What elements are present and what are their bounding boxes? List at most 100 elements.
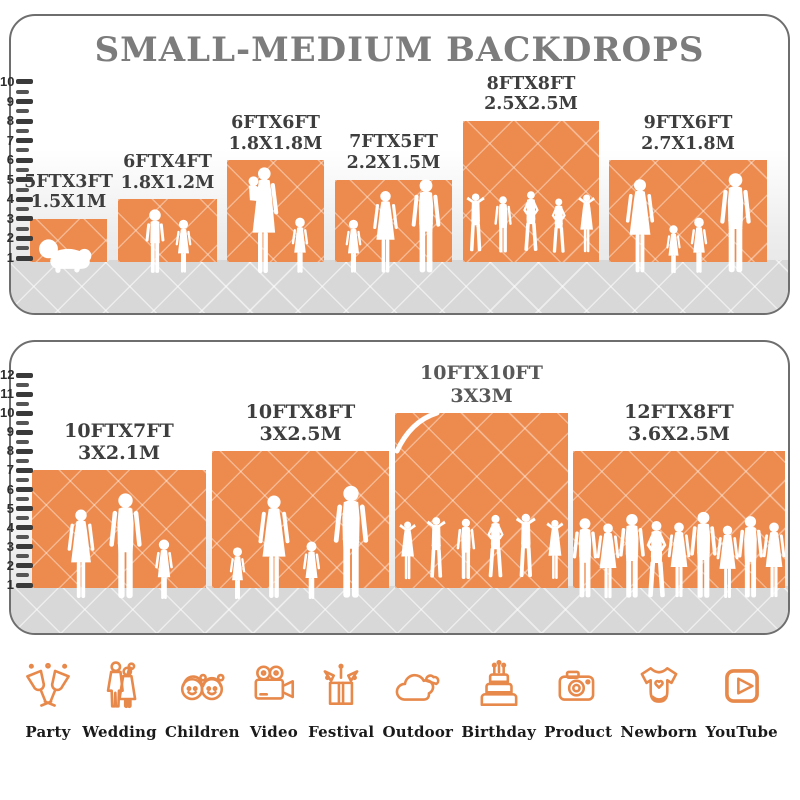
man-silhouette <box>103 492 148 600</box>
size-ft-label: 7FTX5FT <box>349 132 438 153</box>
category-label: Video <box>249 723 298 741</box>
silhouette-group <box>463 168 599 274</box>
category-label: Newborn <box>620 723 698 741</box>
page-title: SMALL-MEDIUM BACKDROPS <box>94 30 705 70</box>
category-label: Birthday <box>461 723 536 741</box>
backdrop-bar: 10FTX7FT 3X2.1M <box>32 420 206 588</box>
size-ft-label: 12FTX8FT <box>624 400 734 423</box>
girl-silhouette <box>226 546 249 600</box>
girl-silhouette <box>172 218 195 274</box>
category-label: Product <box>544 723 613 741</box>
size-m-label: 3X2.5M <box>259 422 342 445</box>
category-youtube: YouTube <box>705 658 778 741</box>
backdrop-bar: 5FTX3FT 1.5X1M <box>24 172 113 262</box>
girl-silhouette <box>151 538 177 600</box>
size-m-label: 1.8X1.8M <box>228 133 323 154</box>
category-wedding: Wedding <box>82 658 157 741</box>
man-hips-silhouette <box>547 177 571 274</box>
woman-up-silhouette <box>542 498 568 600</box>
newborn-icon <box>633 658 685 714</box>
backdrop-size-label: 9FTX6FT 2.7X1.8M <box>641 113 735 154</box>
panel-small-medium-bottom: 10FTX7FT 3X2.1M 10FTX8FT 3X2.5M 10FTX10FT 3X3… <box>9 340 790 635</box>
size-ft-label: 5FTX3FT <box>24 171 113 192</box>
silhouette-group <box>227 166 324 274</box>
man-hips-silhouette <box>482 492 509 600</box>
backdrop-size-label: 6FTX6FT 1.8X1.8M <box>229 113 323 154</box>
wedding-icon <box>94 658 146 714</box>
man-hips-silhouette <box>518 168 544 274</box>
backdrop-size-label: 10FTX8FT 3X2.5M <box>246 401 356 446</box>
category-birthday: Birthday <box>461 658 536 741</box>
girl-silhouette <box>687 216 711 274</box>
silhouette-group <box>30 234 107 274</box>
woman-up-silhouette <box>574 172 599 274</box>
man-silhouette <box>327 484 375 600</box>
man-up-silhouette <box>463 170 488 274</box>
festival-icon <box>315 658 367 714</box>
man-up-silhouette <box>512 490 540 600</box>
size-ft-label: 10FTX10FT <box>420 362 543 385</box>
category-label: YouTube <box>705 723 778 741</box>
backdrop-bar: 8FTX8FT 2.5X2.5M <box>463 74 599 262</box>
category-row: Party Wedding Children Video Festival Outdoor… <box>22 658 778 741</box>
size-m-label: 1.5X1M <box>30 192 107 213</box>
party-icon <box>22 658 74 714</box>
woman-silhouette <box>252 494 296 600</box>
size-ft-label: 6FTX6FT <box>231 112 320 133</box>
backdrop-size-label: 8FTX8FT 2.5X2.5M <box>484 74 578 115</box>
man-up-silhouette <box>423 494 449 600</box>
size-ft-label: 9FTX6FT <box>643 112 733 133</box>
category-label: Children <box>165 723 240 741</box>
man-silhouette <box>406 178 446 274</box>
category-label: Party <box>25 723 71 741</box>
man-silhouette <box>453 498 479 600</box>
man-silhouette <box>491 175 515 274</box>
silhouette-group <box>32 492 206 600</box>
category-festival: Festival <box>308 658 374 741</box>
category-newborn: Newborn <box>620 658 697 741</box>
product-icon <box>552 658 604 714</box>
category-children: Children <box>165 658 240 741</box>
girl-silhouette <box>288 216 312 274</box>
boy-silhouette <box>141 208 169 274</box>
category-label: Outdoor <box>382 723 454 741</box>
category-label: Wedding <box>82 723 157 741</box>
size-ft-label: 10FTX7FT <box>64 419 174 442</box>
backdrop-size-label: 10FTX10FT 3X3M <box>420 362 543 407</box>
size-ft-label: 8FTX8FT <box>486 73 576 94</box>
category-video: Video <box>248 658 300 741</box>
woman-silhouette <box>620 178 660 274</box>
woman-silhouette <box>758 520 790 600</box>
size-m-label: 2.5X2.5M <box>484 94 578 115</box>
backdrop-bar: 10FTX8FT 3X2.5M <box>212 401 389 588</box>
woman-up-silhouette <box>395 500 420 600</box>
woman-silhouette <box>62 508 100 600</box>
girl-silhouette <box>342 218 365 274</box>
birthday-icon <box>473 658 525 714</box>
baby-silhouette <box>34 234 103 274</box>
category-label: Festival <box>308 723 375 741</box>
category-party: Party <box>22 658 74 741</box>
backdrop-size-label: 7FTX5FT 2.2X1.5M <box>347 132 441 173</box>
silhouette-group <box>609 172 767 274</box>
size-m-label: 3X3M <box>450 384 513 407</box>
backdrop-size-label: 6FTX4FT 1.8X1.2M <box>121 152 215 193</box>
video-icon <box>248 658 300 714</box>
outdoor-icon <box>392 658 444 714</box>
backdrop-bar: 10FTX10FT 3X3M <box>394 362 568 588</box>
children-icon <box>176 658 228 714</box>
backdrop-size-label: 10FTX7FT 3X2.1M <box>64 420 174 465</box>
backdrop-size-label: 12FTX8FT 3.6X2.5M <box>624 401 734 446</box>
size-m-label: 1.8X1.2M <box>120 172 215 193</box>
size-m-label: 3.6X2.5M <box>628 422 730 445</box>
backdrop-size-label: 5FTX3FT 1.5X1M <box>24 172 113 213</box>
silhouette-group <box>118 208 217 274</box>
category-product: Product <box>544 658 612 741</box>
backdrop-bar: 7FTX5FT 2.2X1.5M <box>335 132 452 262</box>
size-ft-label: 6FTX4FT <box>123 152 212 173</box>
floor-strip <box>11 260 788 313</box>
corner-slash-decoration <box>394 411 440 454</box>
size-m-label: 3X2.1M <box>77 442 161 465</box>
girl-silhouette <box>663 224 684 274</box>
